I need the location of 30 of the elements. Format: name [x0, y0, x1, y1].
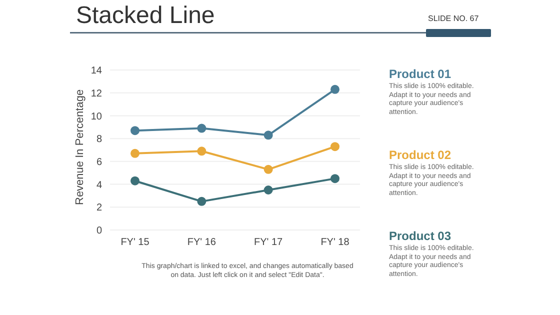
point — [130, 148, 140, 158]
point — [197, 146, 206, 156]
x-tick-label: FY' 15 — [120, 237, 150, 248]
point — [264, 164, 273, 174]
point — [197, 196, 206, 206]
chart-title: Stacked Line — [76, 2, 215, 30]
y-tick-label: 6 — [96, 156, 102, 168]
x-tick-label: FY' 16 — [187, 237, 216, 248]
text: Product 01 — [389, 67, 452, 81]
point — [264, 186, 273, 194]
point — [130, 126, 140, 136]
x-tick-label: FY' 18 — [320, 237, 350, 248]
y-tick-label: 0 — [96, 226, 102, 237]
x-tick-label: FY' 17 — [254, 237, 284, 248]
y-tick-label: 4 — [96, 180, 102, 191]
point — [330, 142, 340, 152]
point — [130, 176, 140, 186]
text: SLIDE NO. 67 — [428, 14, 479, 23]
y-tick-label: 12 — [90, 88, 102, 100]
point — [264, 130, 273, 140]
y-axis-title: Revenue In Percentage — [74, 89, 86, 205]
y-tick-label: 8 — [96, 134, 102, 146]
text: Product 03 — [389, 229, 452, 243]
y-tick-label: 10 — [90, 111, 102, 122]
y-tick-label: 2 — [96, 202, 102, 214]
point — [197, 124, 206, 133]
point — [330, 174, 340, 184]
point — [330, 84, 340, 94]
y-tick-label: 14 — [90, 66, 102, 77]
text: Product 02 — [389, 148, 452, 162]
